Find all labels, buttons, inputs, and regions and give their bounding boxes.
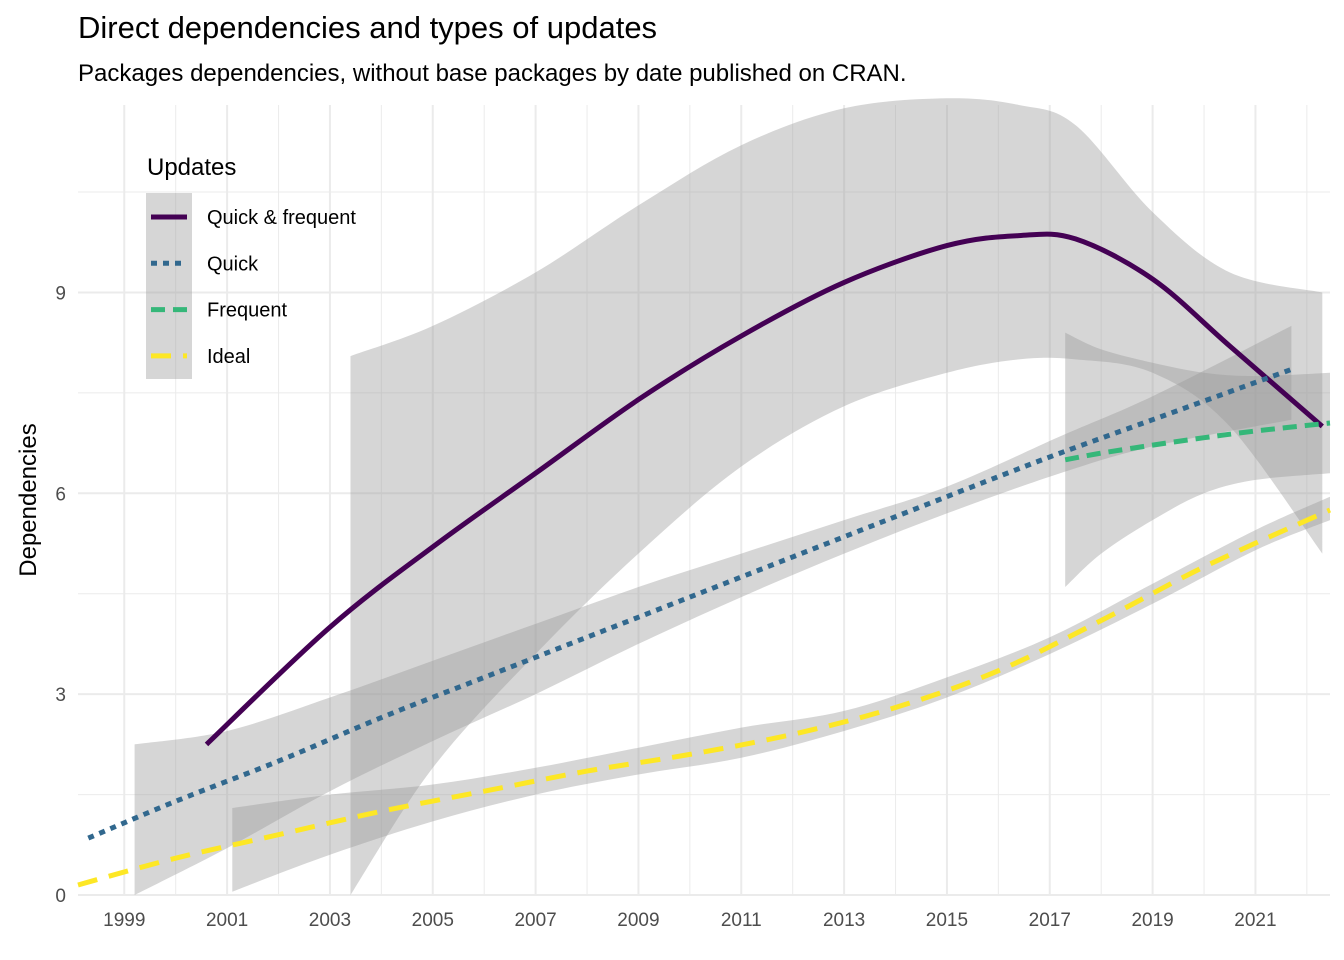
y-tick-label: 6 <box>55 484 66 505</box>
ribbon-frequent <box>1065 332 1330 587</box>
y-tick-label: 9 <box>55 283 66 304</box>
ribbon-quick <box>134 325 1292 895</box>
ribbon-ideal <box>232 496 1330 892</box>
series-lines <box>77 231 1332 888</box>
chart-subtitle: Packages dependencies, without base pack… <box>78 60 907 87</box>
x-tick-label: 2017 <box>1029 910 1071 931</box>
legend-label-ideal: Ideal <box>207 346 250 368</box>
x-tick-label: 1999 <box>103 910 145 931</box>
x-axis-ticks: 1999 2001 2003 2005 2007 2009 2011 2013 2015 2017… <box>103 910 1276 931</box>
series-line-ideal <box>77 507 1332 888</box>
y-tick-label: 0 <box>55 886 66 907</box>
legend-key-background <box>146 193 192 379</box>
chart-title: Direct dependencies and types of updates <box>78 10 658 45</box>
legend-label-frequent: Frequent <box>207 300 287 322</box>
series-line-quick-frequent <box>204 231 1324 747</box>
legend-title: Updates <box>147 154 236 181</box>
legend-label-quick: Quick <box>207 253 259 275</box>
x-tick-label: 2007 <box>514 910 556 931</box>
minor-gridlines <box>78 105 1330 895</box>
series-line-frequent <box>1064 420 1331 463</box>
y-axis-title: Dependencies <box>15 423 42 576</box>
major-gridlines <box>78 105 1330 896</box>
x-tick-label: 2011 <box>721 910 762 931</box>
series-line-quick <box>87 367 1293 841</box>
x-tick-label: 2019 <box>1131 910 1173 931</box>
x-tick-label: 2015 <box>926 910 968 931</box>
x-tick-label: 2003 <box>309 910 351 931</box>
x-tick-label: 2001 <box>206 910 248 931</box>
y-tick-label: 3 <box>55 685 66 706</box>
x-tick-label: 2005 <box>412 910 454 931</box>
y-axis-ticks: 0 3 6 9 <box>55 283 66 907</box>
legend-label-quick-frequent: Quick & frequent <box>207 207 356 229</box>
legend: Updates Quick & frequent Quick Frequent Ide… <box>146 154 356 379</box>
x-tick-label: 2021 <box>1234 910 1276 931</box>
x-tick-label: 2009 <box>617 910 659 931</box>
x-tick-label: 2013 <box>823 910 865 931</box>
ribbon-quick-frequent <box>350 98 1323 896</box>
confidence-ribbons <box>134 98 1330 896</box>
